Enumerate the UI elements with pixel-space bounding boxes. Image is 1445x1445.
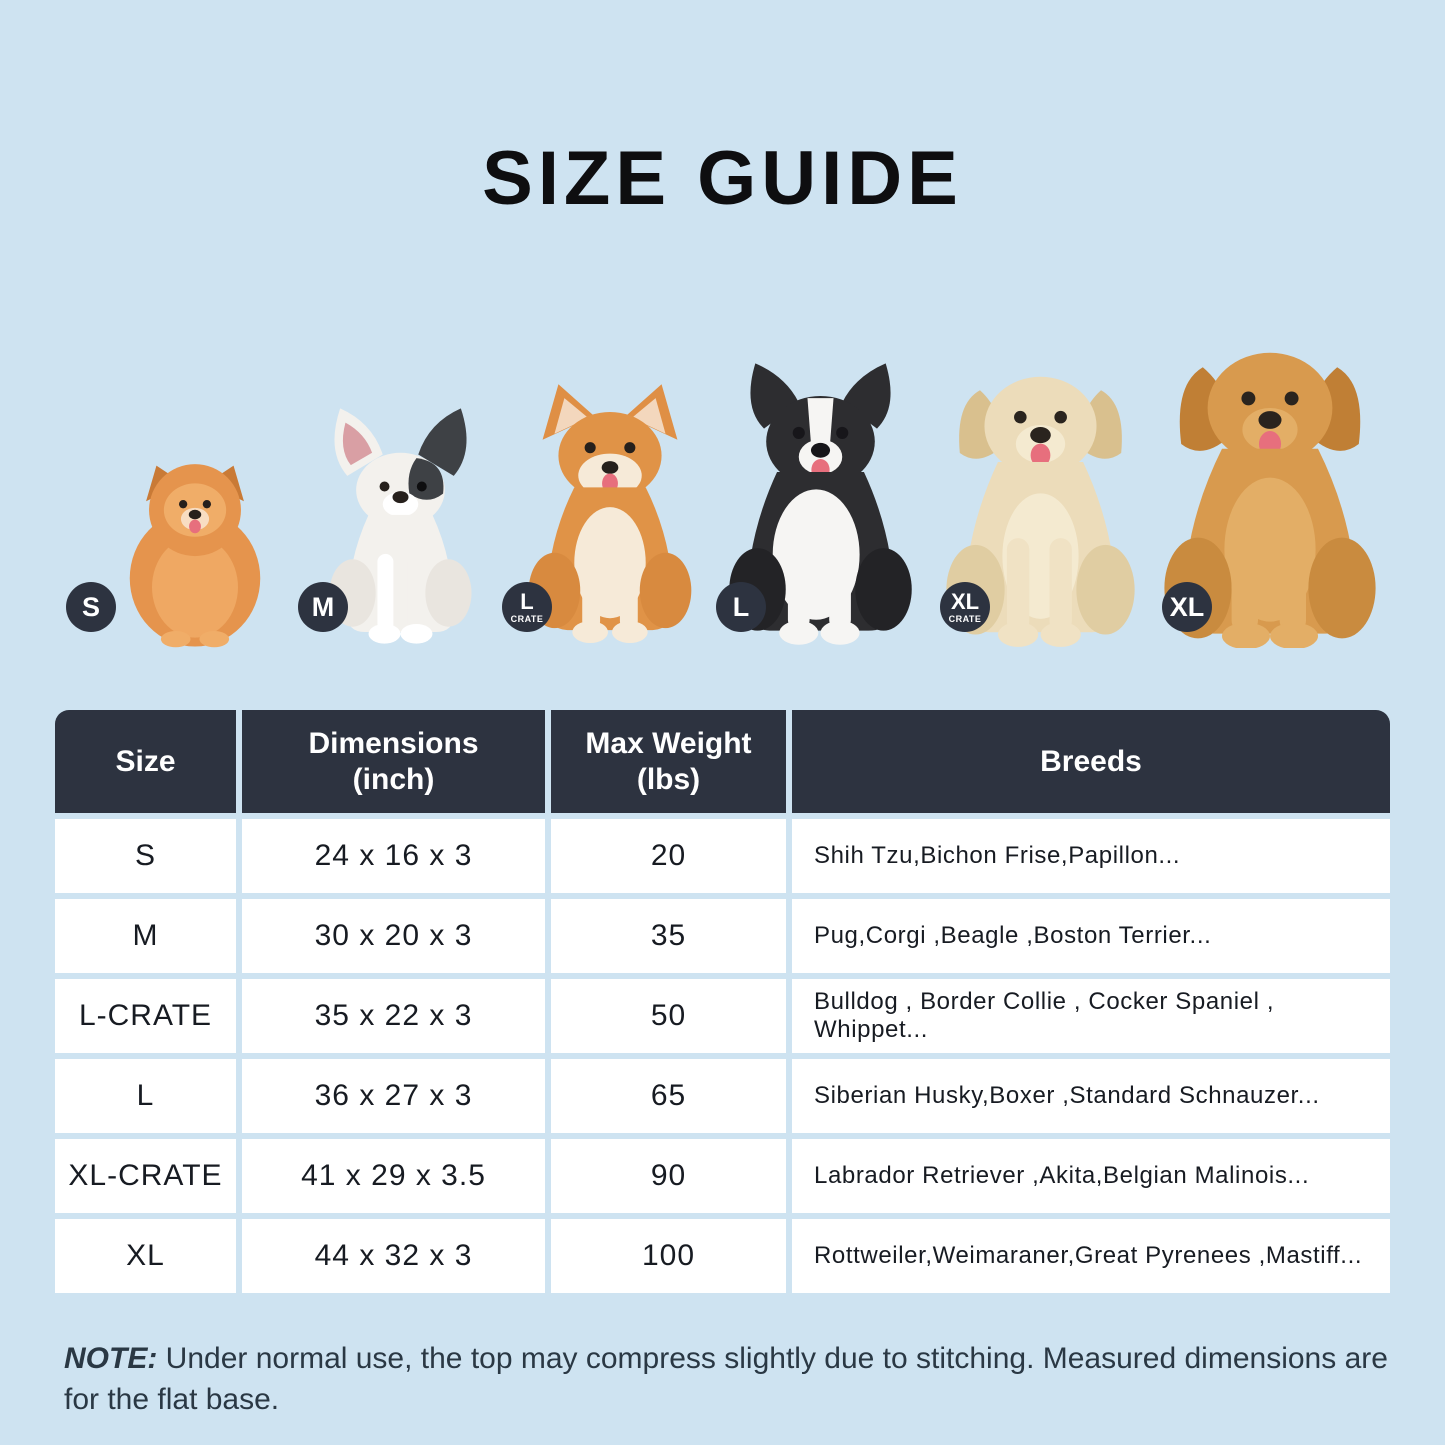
shiba-inu-icon [528,384,692,644]
dog-illustration-border-collie [690,333,951,648]
size-badge-m: M [298,582,348,632]
cell-max-weight: 20 [551,819,786,893]
cell-size: L [55,1059,236,1133]
size-badge-label: L [520,588,534,614]
dog-illustration-french-bulldog [294,390,507,648]
size-badge-s: S [66,582,116,632]
size-badge-label: XL [950,588,980,614]
cell-size: M [55,899,236,973]
cell-size: XL [55,1219,236,1293]
cell-size: L-CRATE [55,979,236,1053]
table-header-breeds: Breeds [792,710,1390,813]
table-header-max-weight: Max Weight (lbs) [551,710,786,813]
header-line: (inch) [352,762,435,796]
cell-max-weight: 50 [551,979,786,1053]
size-badge-label: S [81,591,100,622]
pomeranian-icon [129,464,261,648]
cell-dimensions: 36 x 27 x 3 [242,1059,545,1133]
french-bulldog-icon [329,408,472,644]
cell-breeds: Siberian Husky,Boxer ,Standard Schnauzer… [792,1059,1390,1133]
size-guide-table: Size Dimensions (inch) Max Weight (lbs) … [55,710,1390,1293]
size-badge-xl-crate: XL CRATE [940,582,990,632]
footnote: NOTE: Under normal use, the top may comp… [64,1338,1394,1421]
size-badge-label: M [311,591,335,622]
header-line: Max Weight [585,727,752,761]
cell-dimensions: 30 x 20 x 3 [242,899,545,973]
cell-breeds: Labrador Retriever ,Akita,Belgian Malino… [792,1139,1390,1213]
cell-max-weight: 35 [551,899,786,973]
size-badge-xl: XL [1162,582,1212,632]
cell-dimensions: 44 x 32 x 3 [242,1219,545,1293]
size-badge-sublabel: CRATE [510,613,544,624]
size-badge-label: XL [1169,591,1205,622]
cell-breeds: Pug,Corgi ,Beagle ,Boston Terrier... [792,899,1390,973]
dog-illustration-pomeranian [106,433,284,648]
cell-max-weight: 65 [551,1059,786,1133]
size-badge-sublabel: CRATE [948,613,982,624]
header-line: Size [115,744,176,778]
size-badge-label: L [732,591,750,622]
cell-breeds: Bulldog , Border Collie , Cocker Spaniel… [792,979,1390,1053]
cell-dimensions: 24 x 16 x 3 [242,819,545,893]
cell-size: XL-CRATE [55,1139,236,1213]
labrador-icon [946,376,1135,647]
border-collie-icon [729,363,912,645]
cell-size: S [55,819,236,893]
footnote-text: Under normal use, the top may compress s… [64,1342,1388,1417]
cell-breeds: Shih Tzu,Bichon Frise,Papillon... [792,819,1390,893]
table-header-dimensions: Dimensions (inch) [242,710,545,813]
cell-breeds: Rottweiler,Weimaraner,Great Pyrenees ,Ma… [792,1219,1390,1293]
page-title: SIZE GUIDE [482,135,963,221]
size-badge-l: L [716,582,766,632]
size-badge-l-crate: L CRATE [502,582,552,632]
cell-dimensions: 41 x 29 x 3.5 [242,1139,545,1213]
header-line: Breeds [1040,744,1142,778]
cell-max-weight: 90 [551,1139,786,1213]
dog-illustration-shiba-inu [491,360,729,648]
dog-illustration-labrador [906,323,1175,648]
header-line: Dimensions [308,727,479,761]
cell-dimensions: 35 x 22 x 3 [242,979,545,1053]
footnote-label: NOTE: [64,1342,158,1375]
header-line: (lbs) [636,762,701,796]
cell-max-weight: 100 [551,1219,786,1293]
dog-size-illustrations: S M L CRATE L XL CRATE XL [0,268,1445,648]
table-header-size: Size [55,710,236,813]
